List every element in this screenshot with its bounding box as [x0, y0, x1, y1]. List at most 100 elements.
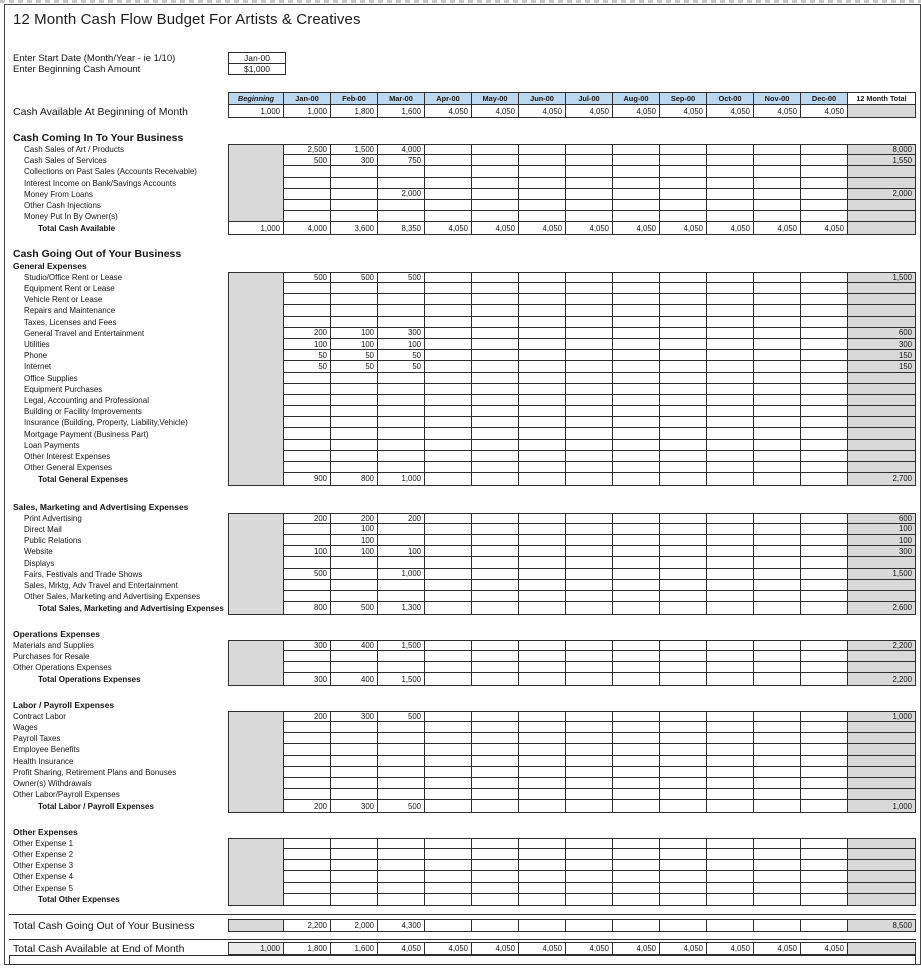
month-cell[interactable]: [707, 673, 754, 686]
month-cell[interactable]: [472, 733, 519, 745]
month-cell[interactable]: [378, 893, 425, 907]
month-cell[interactable]: [425, 439, 472, 451]
month-cell[interactable]: 100: [331, 546, 378, 558]
month-cell[interactable]: [378, 462, 425, 474]
month-cell[interactable]: [613, 155, 660, 167]
month-cell[interactable]: [613, 579, 660, 591]
total-cell[interactable]: [848, 383, 916, 395]
month-cell[interactable]: 4,050: [613, 105, 660, 118]
month-cell[interactable]: [284, 766, 331, 778]
total-cell[interactable]: 300: [848, 546, 916, 558]
month-cell[interactable]: [754, 893, 801, 907]
month-cell[interactable]: [566, 316, 613, 328]
month-cell[interactable]: [425, 199, 472, 212]
month-cell[interactable]: [707, 211, 754, 223]
month-cell[interactable]: [613, 662, 660, 674]
month-cell[interactable]: [378, 860, 425, 872]
month-cell[interactable]: 500: [331, 271, 378, 283]
month-cell[interactable]: [801, 919, 848, 933]
month-cell[interactable]: 300: [284, 639, 331, 651]
month-cell[interactable]: [378, 166, 425, 178]
month-cell[interactable]: [754, 733, 801, 745]
month-cell[interactable]: [707, 721, 754, 734]
month-cell[interactable]: [707, 316, 754, 328]
month-cell[interactable]: [425, 871, 472, 883]
month-cell[interactable]: [378, 882, 425, 894]
month-cell[interactable]: [331, 166, 378, 178]
month-cell[interactable]: [660, 177, 707, 189]
month-cell[interactable]: [519, 439, 566, 451]
month-cell[interactable]: [754, 744, 801, 756]
month-cell[interactable]: [613, 450, 660, 462]
month-cell[interactable]: [425, 450, 472, 462]
month-cell[interactable]: [754, 350, 801, 362]
month-cell[interactable]: [660, 800, 707, 813]
month-cell[interactable]: [801, 837, 848, 849]
month-cell[interactable]: [754, 305, 801, 317]
beginning-cell[interactable]: [228, 535, 284, 547]
month-cell[interactable]: 4,000: [284, 222, 331, 235]
month-cell[interactable]: [472, 462, 519, 474]
month-cell[interactable]: 4,050: [660, 942, 707, 956]
month-cell[interactable]: [707, 710, 754, 722]
total-cell[interactable]: [848, 721, 916, 734]
month-cell[interactable]: [613, 144, 660, 156]
month-cell[interactable]: 300: [331, 800, 378, 813]
month-cell[interactable]: [566, 871, 613, 883]
month-cell[interactable]: [425, 673, 472, 686]
month-cell[interactable]: 4,050: [613, 942, 660, 956]
month-cell[interactable]: 4,050: [566, 942, 613, 956]
month-cell[interactable]: [754, 406, 801, 418]
month-cell[interactable]: [754, 523, 801, 536]
beginning-cell[interactable]: [228, 372, 284, 384]
month-cell[interactable]: [378, 744, 425, 756]
month-cell[interactable]: [566, 350, 613, 362]
beginning-cell[interactable]: [228, 394, 284, 407]
month-cell[interactable]: [801, 394, 848, 407]
month-cell[interactable]: [331, 439, 378, 451]
month-cell[interactable]: 4,050: [801, 942, 848, 956]
beginning-cell[interactable]: [228, 755, 284, 767]
beginning-cell[interactable]: [228, 639, 284, 651]
month-cell[interactable]: 500: [378, 271, 425, 283]
month-cell[interactable]: 4,050: [707, 105, 754, 118]
month-cell[interactable]: [378, 733, 425, 745]
beginning-cell[interactable]: [228, 450, 284, 462]
month-cell[interactable]: [425, 848, 472, 861]
month-cell[interactable]: 4,050: [519, 105, 566, 118]
month-cell[interactable]: [519, 372, 566, 384]
beginning-cell[interactable]: [228, 439, 284, 451]
beginning-cell[interactable]: [228, 211, 284, 223]
month-cell[interactable]: [754, 535, 801, 547]
month-cell[interactable]: [425, 283, 472, 295]
month-cell[interactable]: [519, 893, 566, 907]
month-cell[interactable]: [660, 406, 707, 418]
month-cell[interactable]: [660, 650, 707, 663]
month-cell[interactable]: [284, 394, 331, 407]
month-cell[interactable]: [331, 188, 378, 200]
month-cell[interactable]: [378, 721, 425, 734]
total-cell[interactable]: 1,000: [848, 710, 916, 722]
month-cell[interactable]: [378, 848, 425, 861]
total-cell[interactable]: 2,200: [848, 673, 916, 686]
month-cell[interactable]: [707, 188, 754, 200]
month-cell[interactable]: [472, 361, 519, 373]
month-cell[interactable]: [425, 417, 472, 429]
month-cell[interactable]: [660, 837, 707, 849]
month-cell[interactable]: [284, 383, 331, 395]
month-cell[interactable]: [660, 428, 707, 440]
month-cell[interactable]: [519, 848, 566, 861]
month-cell[interactable]: [566, 144, 613, 156]
total-cell[interactable]: [848, 222, 916, 235]
month-cell[interactable]: [378, 199, 425, 212]
month-cell[interactable]: [801, 871, 848, 883]
month-cell[interactable]: [378, 789, 425, 801]
month-cell[interactable]: [754, 462, 801, 474]
month-cell[interactable]: [472, 591, 519, 603]
month-cell[interactable]: [660, 155, 707, 167]
month-cell[interactable]: [472, 721, 519, 734]
month-cell[interactable]: 2,000: [378, 188, 425, 200]
month-cell[interactable]: [331, 591, 378, 603]
month-cell[interactable]: [801, 523, 848, 536]
month-cell[interactable]: 500: [284, 155, 331, 167]
